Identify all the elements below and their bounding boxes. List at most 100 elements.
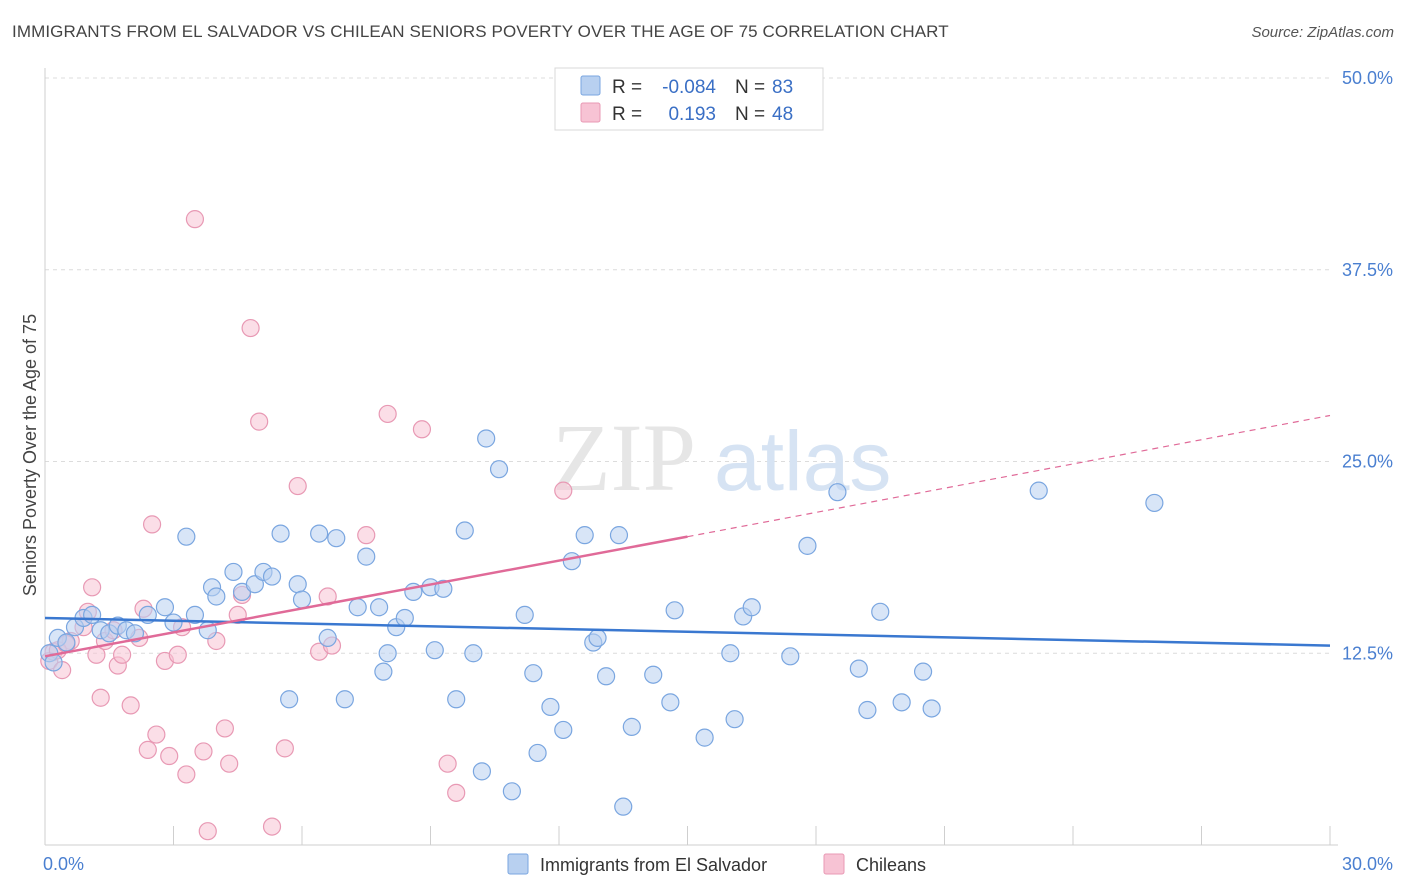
el-salvador-point-34	[370, 598, 389, 617]
legend-n-value-2: 48	[772, 104, 793, 125]
chileans-point-34	[262, 817, 282, 836]
el-salvador-point-13	[164, 613, 183, 632]
legend-swatch-blue	[580, 75, 601, 96]
el-salvador-point-14	[177, 527, 196, 546]
el-salvador-point-53	[541, 697, 560, 717]
el-salvador-point-58	[588, 628, 607, 648]
chileans-point-17	[142, 515, 162, 534]
el-salvador-point-76	[871, 602, 890, 621]
el-salvador-point-32	[348, 598, 367, 617]
chileans-point-13	[121, 696, 140, 715]
chileans-point-32	[241, 318, 260, 338]
el-salvador-point-79	[922, 699, 941, 718]
el-salvador-point-59	[597, 667, 616, 686]
chileans-point-29	[220, 754, 239, 773]
el-salvador-point-78	[913, 662, 933, 681]
watermark: ZIP atlas	[552, 404, 891, 511]
chileans-points	[40, 210, 573, 841]
y-tick-label-1: 25.0%	[1342, 452, 1393, 472]
chileans-point-43	[438, 754, 457, 773]
bottom-legend-swatch-blue	[507, 853, 529, 875]
el-salvador-point-29	[318, 628, 337, 648]
el-salvador-point-19	[224, 562, 243, 582]
el-salvador-point-51	[524, 664, 543, 683]
el-salvador-point-18	[207, 587, 226, 606]
y-tick-label-3: 50.0%	[1342, 68, 1393, 88]
el-salvador-point-28	[310, 524, 329, 543]
el-salvador-trend-line	[44, 616, 1331, 647]
el-salvador-point-46	[472, 762, 491, 781]
el-salvador-point-62	[622, 717, 641, 736]
el-salvador-point-48	[489, 460, 509, 479]
bottom-legend-label-blue: Immigrants from El Salvador	[540, 855, 767, 875]
legend-r-label-1: R =	[612, 77, 642, 98]
watermark-atlas: atlas	[714, 414, 891, 508]
el-salvador-point-21	[245, 575, 264, 594]
chileans-point-35	[275, 739, 294, 758]
el-salvador-point-70	[742, 598, 761, 617]
el-salvador-point-27	[292, 590, 312, 609]
el-salvador-point-33	[357, 547, 376, 566]
chileans-point-12	[112, 645, 132, 664]
el-salvador-point-49	[502, 782, 521, 801]
chileans-point-6	[83, 578, 102, 597]
el-salvador-point-74	[849, 659, 868, 678]
el-salvador-point-26	[288, 575, 307, 594]
chileans-point-24	[185, 210, 205, 229]
el-salvador-point-23	[262, 567, 282, 586]
el-salvador-point-67	[721, 644, 740, 663]
el-salvador-point-5	[83, 605, 102, 625]
chileans-trend-line	[44, 535, 688, 658]
el-salvador-point-56	[575, 526, 594, 545]
legend-swatch-pink	[580, 102, 601, 123]
legend-r-value-2: 0.193	[668, 104, 716, 125]
chileans-point-36	[288, 476, 307, 496]
chileans-point-44	[447, 783, 466, 802]
chileans-point-38	[318, 587, 337, 606]
el-salvador-point-50	[515, 605, 534, 625]
el-salvador-point-66	[695, 728, 714, 747]
el-salvador-point-81	[1145, 493, 1164, 513]
el-salvador-point-38	[395, 608, 414, 628]
legend-n-value-1: 83	[772, 77, 793, 98]
chileans-trend-line-extension	[687, 414, 1331, 538]
axes	[44, 68, 1338, 846]
el-salvador-point-2	[57, 633, 76, 652]
bottom-legend-swatch-pink	[823, 853, 845, 875]
el-salvador-point-71	[781, 647, 800, 666]
el-salvador-point-64	[661, 693, 680, 712]
chileans-point-20	[160, 746, 179, 766]
legend-n-label-2: N =	[735, 104, 765, 125]
chileans-point-21	[168, 645, 187, 664]
el-salvador-point-73	[828, 483, 847, 502]
watermark-zip: ZIP	[552, 404, 696, 511]
chileans-point-42	[412, 420, 432, 439]
el-salvador-point-55	[562, 552, 581, 571]
el-salvador-point-36	[378, 644, 397, 663]
legend-r-value-1: -0.084	[662, 77, 716, 98]
el-salvador-point-72	[798, 536, 817, 555]
y-axis-label: Seniors Poverty Over the Age of 75	[20, 314, 40, 596]
el-salvador-point-35	[374, 662, 393, 681]
el-salvador-point-75	[858, 700, 877, 720]
chileans-point-16	[138, 740, 157, 759]
el-salvador-point-41	[425, 641, 444, 660]
chileans-point-41	[378, 404, 397, 424]
chileans-point-23	[177, 765, 196, 784]
chileans-point-8	[91, 688, 110, 707]
el-salvador-point-54	[554, 720, 573, 740]
y-tick-label-0: 12.5%	[1342, 643, 1393, 663]
bottom-legend-label-pink: Chileans	[856, 855, 926, 875]
el-salvador-point-45	[464, 644, 483, 663]
el-salvador-point-15	[185, 605, 205, 625]
el-salvador-point-44	[455, 521, 474, 540]
chileans-point-33	[250, 412, 269, 431]
chileans-point-25	[194, 742, 213, 761]
chileans-point-45	[554, 481, 573, 500]
legend-r-label-2: R =	[612, 104, 642, 125]
el-salvador-point-61	[614, 797, 633, 816]
x-tick-label-0: 0.0%	[43, 854, 84, 874]
el-salvador-point-60	[609, 526, 629, 545]
trend-lines	[44, 414, 1331, 658]
